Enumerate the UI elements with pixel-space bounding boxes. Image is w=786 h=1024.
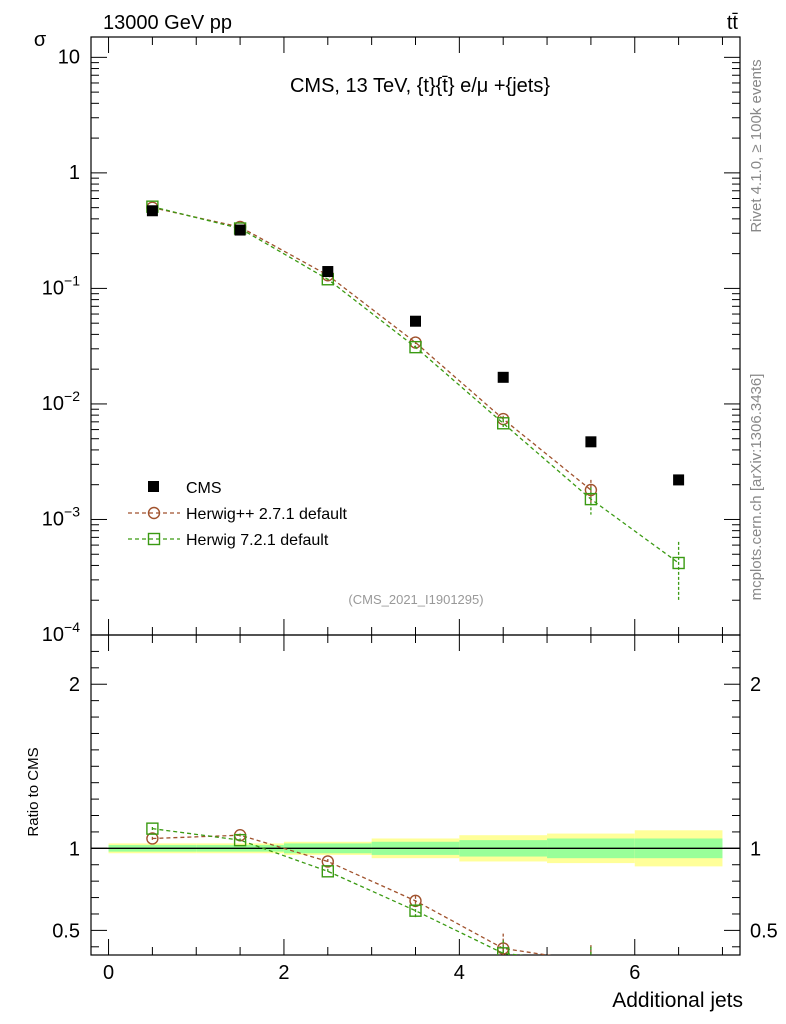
data-point: [584, 492, 598, 506]
analysis-id: (CMS_2021_I1901295): [348, 592, 483, 607]
ratio-point: [585, 958, 596, 969]
cms-point: [410, 315, 421, 327]
cms-point: [234, 224, 246, 236]
ratio-tick-label: 1: [69, 838, 80, 860]
series-line: [152, 207, 592, 491]
legend-label-herwig7: Herwig 7.2.1 default: [186, 532, 329, 549]
y-tick-label: 10: [58, 46, 80, 68]
ratio-point: [585, 956, 596, 967]
ratio-point: [673, 976, 684, 987]
ratio-point: [146, 822, 159, 835]
ratio-tick-label: 0.5: [52, 920, 80, 942]
x-tick-label: 2: [278, 962, 289, 984]
x-tick-label: 0: [103, 962, 114, 984]
chart-title: CMS, 13 TeV, {t}{t̄} e/μ +{jets}: [290, 75, 550, 97]
y-tick-label: 10−2: [42, 388, 80, 415]
ratio-point: [321, 855, 334, 868]
cms-point: [497, 371, 509, 383]
legend-marker-herwigpp: [147, 506, 161, 520]
ratio-series: [146, 822, 684, 987]
ratio-point: [409, 904, 422, 917]
x-axis-label: Additional jets: [612, 989, 743, 1012]
ratio-point: [321, 865, 334, 878]
y-tick-label: 10−3: [42, 503, 80, 530]
ratio-axis-label: Ratio to CMS: [25, 747, 42, 836]
legend-label-cms: CMS: [186, 480, 222, 497]
ratio-point: [146, 832, 159, 845]
ratio-panel: 0 2 4 6 0.5 0.5 1 1 2 2: [52, 634, 778, 987]
ratio-line: [152, 834, 552, 955]
ratio-point: [233, 833, 247, 847]
x-tick-label: 6: [629, 962, 640, 984]
cms-point: [673, 474, 685, 486]
legend-marker-herwig7: [147, 532, 161, 546]
ratio-tick-label: 0.5: [750, 920, 778, 942]
rivet-label: Rivet 4.1.0, ≥ 100k events: [748, 59, 765, 232]
data-point: [497, 417, 510, 430]
ratio-point: [497, 947, 510, 955]
data-point: [409, 340, 422, 354]
upper-panel: 10−4 10−3 10−2 10−1 1 10: [42, 36, 741, 646]
legend-marker-cms: [148, 481, 159, 492]
y-tick-label: 10−1: [42, 272, 80, 299]
cms-point: [146, 205, 158, 217]
data-point: [584, 483, 598, 497]
header-left: 13000 GeV pp: [103, 12, 232, 34]
mcplots-label: mcplots.cern.ch [arXiv:1306.3436]: [748, 374, 765, 601]
ratio-tick-label: 2: [69, 674, 80, 696]
cms-point: [585, 436, 597, 448]
x-tick-label: 4: [454, 962, 465, 984]
y-tick-label: 10−4: [42, 619, 80, 646]
data-point: [672, 556, 685, 570]
header-right: tt̄: [727, 12, 739, 34]
legend-label-herwigpp: Herwig++ 2.7.1 default: [186, 506, 348, 523]
y-axis-label: σ: [34, 29, 47, 51]
cms-point: [322, 266, 334, 278]
y-tick-label: 1: [69, 162, 80, 184]
ratio-tick-label: 2: [750, 674, 761, 696]
legend: CMS Herwig++ 2.7.1 default Herwig 7.2.1 …: [128, 480, 348, 549]
ratio-tick-label: 1: [750, 838, 761, 860]
